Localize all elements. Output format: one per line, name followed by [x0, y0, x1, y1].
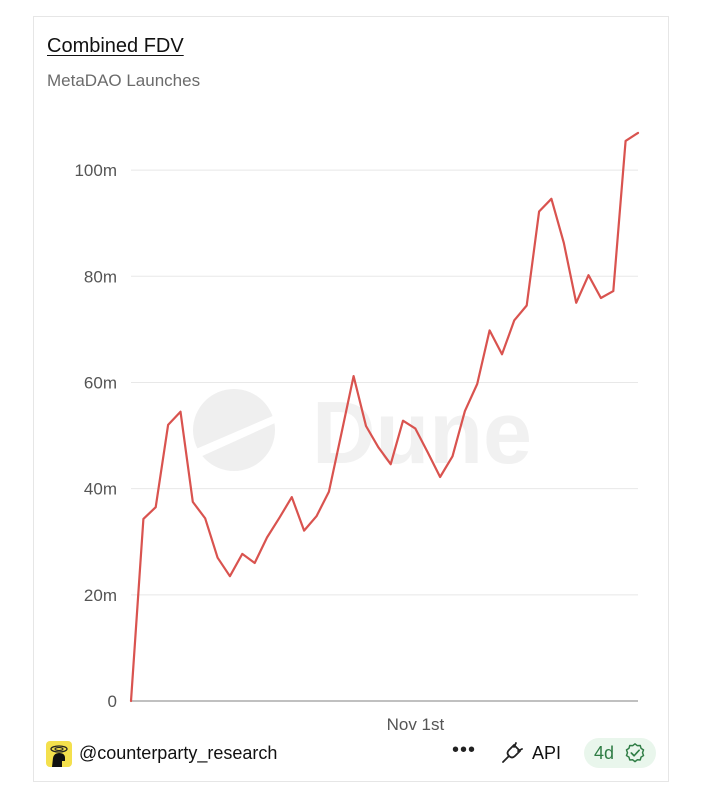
age-badge-text: 4d — [594, 743, 615, 763]
api-plug-icon[interactable] — [500, 741, 524, 765]
series-layer — [128, 130, 641, 704]
data-point[interactable] — [561, 240, 567, 246]
y-tick-label: 60m — [84, 373, 117, 392]
data-point[interactable] — [190, 499, 196, 505]
data-point[interactable] — [239, 551, 245, 557]
y-tick-label: 40m — [84, 480, 117, 499]
data-point[interactable] — [227, 573, 233, 579]
avatar-icon[interactable] — [46, 741, 72, 767]
data-point[interactable] — [450, 453, 456, 459]
data-point[interactable] — [177, 409, 183, 415]
data-point[interactable] — [363, 423, 369, 429]
verified-check-icon — [625, 743, 645, 763]
data-point[interactable] — [276, 515, 282, 521]
data-point[interactable] — [536, 209, 542, 215]
data-point[interactable] — [499, 351, 505, 357]
age-badge[interactable]: 4d — [584, 738, 656, 768]
x-axis-tick-labels: Nov 1st — [387, 715, 445, 734]
data-point[interactable] — [524, 302, 530, 308]
data-point[interactable] — [375, 444, 381, 450]
more-options-button[interactable]: ••• — [452, 739, 477, 761]
data-point[interactable] — [338, 431, 344, 437]
gridlines — [131, 169, 638, 702]
data-point[interactable] — [511, 317, 517, 323]
data-point[interactable] — [388, 461, 394, 467]
data-point[interactable] — [623, 138, 629, 144]
series-line[interactable] — [129, 131, 640, 703]
chart-card: Combined FDV MetaDAO Launches Dune 0 20m 4… — [33, 16, 669, 782]
data-point[interactable] — [215, 555, 221, 561]
data-point[interactable] — [487, 327, 493, 333]
x-tick-label: Nov 1st — [387, 715, 445, 734]
watermark-text: Dune — [312, 383, 532, 482]
data-point[interactable] — [128, 698, 134, 704]
data-point[interactable] — [289, 494, 295, 500]
data-point[interactable] — [252, 560, 258, 566]
data-point[interactable] — [474, 381, 480, 387]
y-tick-label: 20m — [84, 586, 117, 605]
dune-logo-icon — [193, 389, 275, 471]
line-chart: Dune 0 20m 40m 60m 80m 100m Nov 1st — [74, 130, 641, 734]
data-point[interactable] — [437, 474, 443, 480]
data-point[interactable] — [586, 272, 592, 278]
data-point[interactable] — [351, 373, 357, 379]
y-tick-label: 0 — [108, 692, 117, 711]
data-point[interactable] — [140, 516, 146, 522]
data-point[interactable] — [400, 418, 406, 424]
dune-logo-slash — [196, 415, 275, 457]
data-point[interactable] — [573, 300, 579, 306]
dune-watermark: Dune — [193, 383, 532, 482]
data-point[interactable] — [264, 534, 270, 540]
data-point[interactable] — [412, 426, 418, 432]
data-point[interactable] — [153, 504, 159, 510]
data-point[interactable] — [165, 422, 171, 428]
data-point[interactable] — [610, 288, 616, 294]
y-tick-label: 80m — [84, 267, 117, 286]
author-handle[interactable]: @counterparty_research — [79, 743, 278, 763]
data-point[interactable] — [598, 295, 604, 301]
y-axis-tick-labels: 0 20m 40m 60m 80m 100m — [74, 161, 117, 711]
api-label[interactable]: API — [532, 743, 562, 763]
data-point[interactable] — [548, 196, 554, 202]
card-footer: @counterparty_research ••• API 4d — [34, 735, 670, 775]
data-point[interactable] — [326, 489, 332, 495]
chart-subtitle: MetaDAO Launches — [47, 71, 201, 90]
data-point[interactable] — [202, 515, 208, 521]
data-point[interactable] — [425, 450, 431, 456]
data-point[interactable] — [635, 130, 641, 136]
data-point[interactable] — [301, 528, 307, 534]
y-tick-label: 100m — [74, 161, 117, 180]
data-point[interactable] — [313, 513, 319, 519]
chart-title[interactable]: Combined FDV — [47, 35, 184, 57]
data-point[interactable] — [462, 408, 468, 414]
